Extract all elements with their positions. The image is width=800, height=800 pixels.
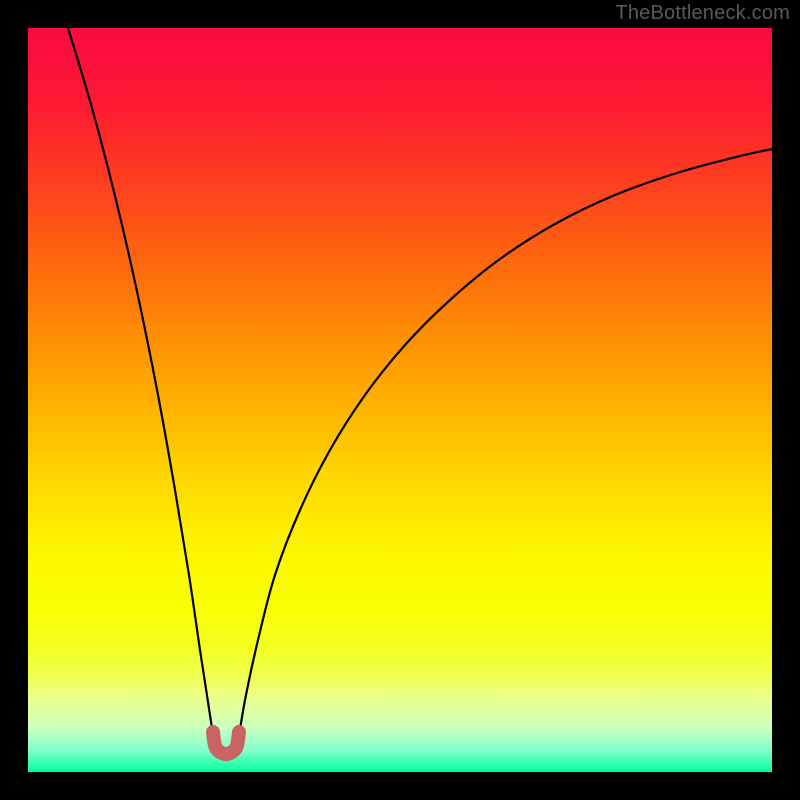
- bottleneck-chart: [0, 0, 800, 800]
- watermark-label: TheBottleneck.com: [615, 2, 790, 25]
- chart-root: TheBottleneck.com: [0, 0, 800, 800]
- plot-area: [28, 28, 772, 772]
